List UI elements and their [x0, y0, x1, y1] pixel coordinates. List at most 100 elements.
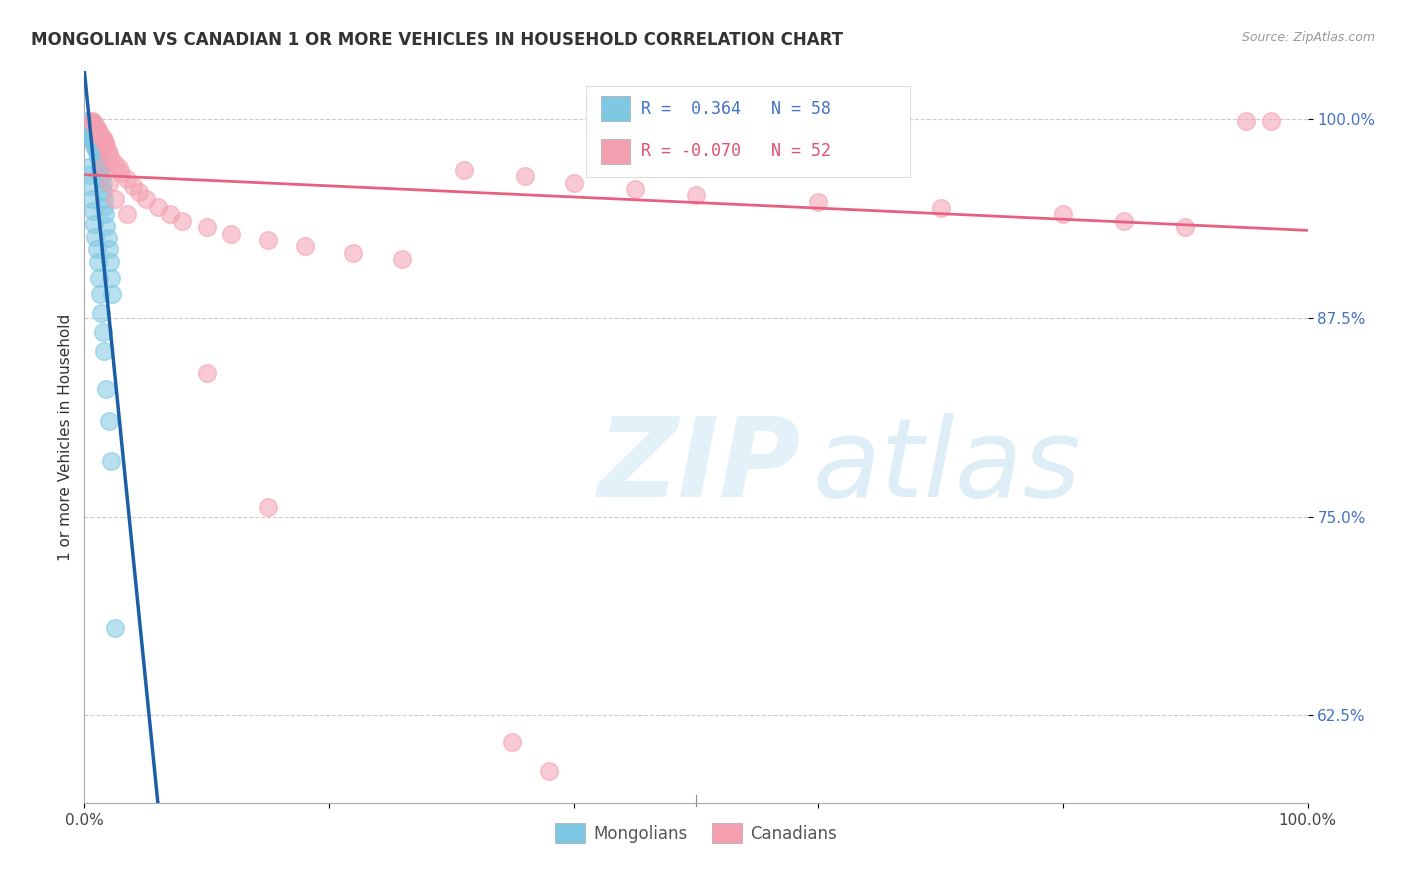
Point — [86, 144, 108, 158]
Point — [84, 229, 107, 244]
Point — [83, 136, 105, 150]
Point — [538, 764, 561, 778]
Point — [807, 194, 830, 209]
Point — [1260, 113, 1282, 128]
Point — [115, 207, 138, 221]
Point — [80, 192, 103, 206]
Point — [104, 192, 127, 206]
Point — [513, 169, 536, 184]
Point — [97, 147, 120, 161]
Point — [90, 166, 112, 180]
Point — [94, 136, 117, 150]
Point — [96, 219, 118, 233]
Point — [1114, 214, 1136, 228]
Point — [104, 621, 127, 635]
Legend: Mongolians, Canadians: Mongolians, Canadians — [548, 817, 844, 849]
Point — [91, 131, 114, 145]
Point — [86, 121, 108, 136]
Point — [562, 176, 585, 190]
Point — [342, 245, 364, 260]
Point — [91, 325, 114, 339]
Text: Source: ZipAtlas.com: Source: ZipAtlas.com — [1241, 31, 1375, 45]
Point — [1174, 220, 1197, 235]
Text: R = -0.070   N = 52: R = -0.070 N = 52 — [641, 142, 831, 160]
Point — [87, 271, 110, 285]
Point — [391, 252, 413, 266]
Point — [1052, 207, 1074, 221]
Point — [77, 120, 100, 134]
Point — [77, 115, 100, 129]
Point — [90, 129, 112, 144]
Point — [87, 147, 110, 161]
Point — [82, 133, 104, 147]
Point — [82, 131, 104, 145]
Point — [83, 137, 105, 152]
Point — [84, 119, 107, 133]
Point — [86, 142, 108, 156]
Point — [110, 166, 132, 180]
Point — [91, 184, 114, 198]
Point — [159, 207, 181, 221]
Point — [97, 243, 120, 257]
Point — [257, 233, 280, 247]
Point — [86, 243, 108, 257]
Point — [76, 113, 98, 128]
Point — [77, 160, 100, 174]
Point — [90, 306, 112, 320]
Point — [93, 133, 115, 147]
Point — [122, 178, 145, 193]
Point — [96, 139, 118, 153]
Point — [79, 178, 101, 193]
Point — [128, 185, 150, 199]
Point — [84, 141, 107, 155]
Point — [195, 220, 218, 235]
Text: ZIP: ZIP — [598, 413, 801, 520]
Text: atlas: atlas — [813, 413, 1081, 520]
Point — [80, 113, 103, 128]
Point — [77, 168, 100, 182]
Point — [90, 170, 112, 185]
Text: MONGOLIAN VS CANADIAN 1 OR MORE VEHICLES IN HOUSEHOLD CORRELATION CHART: MONGOLIAN VS CANADIAN 1 OR MORE VEHICLES… — [31, 31, 844, 49]
Point — [79, 123, 101, 137]
Point — [87, 152, 110, 166]
Point — [82, 134, 104, 148]
Point — [1236, 113, 1258, 128]
Point — [453, 163, 475, 178]
Point — [80, 127, 103, 141]
Point — [146, 200, 169, 214]
Point — [100, 454, 122, 468]
Point — [93, 192, 115, 206]
Point — [79, 121, 101, 136]
Y-axis label: 1 or more Vehicles in Household: 1 or more Vehicles in Household — [58, 313, 73, 561]
Text: R =  0.364   N = 58: R = 0.364 N = 58 — [641, 100, 831, 118]
Point — [93, 344, 115, 359]
Point — [89, 161, 111, 176]
Point — [97, 414, 120, 428]
Point — [100, 271, 122, 285]
Point — [80, 128, 103, 142]
Point — [77, 117, 100, 131]
Point — [172, 214, 194, 228]
Point — [77, 119, 100, 133]
Point — [107, 161, 129, 176]
Point — [80, 129, 103, 144]
Point — [91, 160, 114, 174]
Point — [97, 144, 120, 158]
Point — [98, 255, 121, 269]
Point — [83, 117, 105, 131]
Point — [91, 176, 114, 190]
Point — [87, 127, 110, 141]
Point — [135, 192, 157, 206]
FancyBboxPatch shape — [586, 86, 910, 178]
Point — [89, 128, 111, 142]
Point — [257, 500, 280, 514]
FancyBboxPatch shape — [600, 138, 630, 163]
Point — [87, 148, 110, 162]
Point — [87, 123, 110, 137]
Point — [93, 200, 115, 214]
Point — [86, 145, 108, 160]
Point — [294, 239, 316, 253]
Point — [195, 367, 218, 381]
Point — [115, 172, 138, 186]
Point — [219, 227, 242, 241]
